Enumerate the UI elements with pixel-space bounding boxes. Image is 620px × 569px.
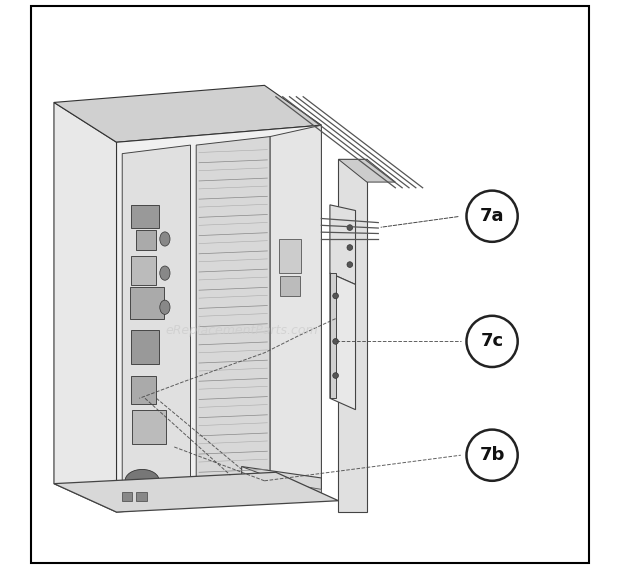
Polygon shape [330,205,355,284]
Circle shape [466,191,518,242]
Ellipse shape [160,266,170,281]
Bar [280,276,300,296]
Polygon shape [54,472,339,512]
Bar [131,330,159,364]
Polygon shape [330,273,355,410]
Polygon shape [339,159,367,512]
Polygon shape [330,205,335,273]
Polygon shape [54,85,321,142]
Bar [131,376,156,404]
Polygon shape [330,273,335,398]
Circle shape [333,373,339,378]
Text: 7a: 7a [480,207,504,225]
Polygon shape [253,478,321,501]
Polygon shape [117,125,321,512]
Circle shape [466,430,518,481]
Circle shape [347,245,353,250]
Circle shape [347,225,353,230]
Polygon shape [122,145,190,501]
Ellipse shape [160,232,170,246]
Circle shape [347,262,353,267]
Circle shape [333,293,339,299]
Bar [136,230,156,250]
Text: 7b: 7b [479,446,505,464]
Polygon shape [196,137,270,486]
Polygon shape [242,467,265,498]
Bar [132,410,166,444]
Bar [131,205,159,228]
Bar [279,239,301,273]
Ellipse shape [125,469,159,492]
Circle shape [466,316,518,367]
Polygon shape [242,467,321,501]
Polygon shape [270,125,321,495]
Bar [136,492,147,501]
Bar [122,492,133,501]
Text: eReplacementParts.com: eReplacementParts.com [166,324,318,336]
Polygon shape [54,102,117,512]
Bar [131,256,156,284]
Circle shape [333,339,339,344]
Bar [130,287,164,319]
Polygon shape [339,159,396,182]
Text: 7c: 7c [480,332,503,351]
Ellipse shape [160,300,170,314]
